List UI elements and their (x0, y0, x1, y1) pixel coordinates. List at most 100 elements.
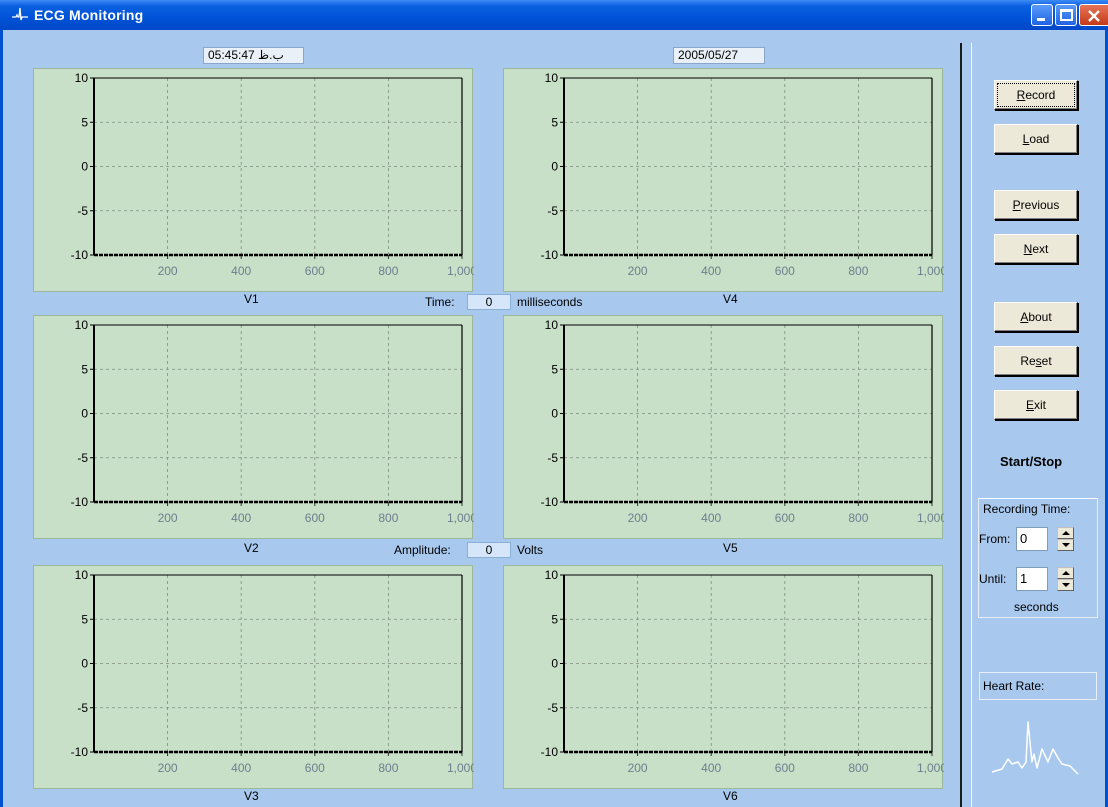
seconds-label: seconds (1014, 600, 1059, 614)
title-bar[interactable]: ECG Monitoring (0, 0, 1108, 30)
chart-v4-svg: 10 5 0 -5 -10 200 400 600 800 1,000 (541, 71, 944, 278)
x-tick-label: 200 (158, 264, 178, 278)
y-tick-label: -5 (77, 701, 88, 715)
x-tick-label: 200 (628, 264, 648, 278)
x-tick-label: 400 (701, 264, 721, 278)
y-tick-label: -5 (547, 204, 558, 218)
from-spinner[interactable] (1057, 527, 1074, 551)
from-increment-button[interactable] (1057, 527, 1074, 539)
recording-time-title: Recording Time: (983, 502, 1071, 516)
chart-v3-svg: 10 5 0 -5 -10 200 400 600 800 1,000 (71, 568, 474, 775)
x-tick-label: 400 (231, 761, 251, 775)
arrow-down-icon (1062, 543, 1070, 547)
until-label: Until: (979, 572, 1007, 586)
ecg-app-icon (12, 7, 28, 21)
record-button[interactable]: Record (994, 80, 1078, 110)
x-tick-label: 800 (378, 264, 398, 278)
time-display: 05:45:47 ب.ظ (203, 47, 304, 64)
minimize-button[interactable] (1031, 4, 1053, 26)
control-panel (971, 43, 1100, 807)
x-tick-label: 600 (775, 511, 795, 525)
chart-v5-svg: 10 5 0 -5 -10 200 400 600 800 1,000 (541, 318, 944, 525)
from-label: From: (979, 532, 1011, 546)
about-button[interactable]: About (994, 302, 1078, 332)
time-value: 0 (467, 294, 511, 310)
chart-v6-label: V6 (723, 789, 738, 803)
exit-button[interactable]: Exit (994, 390, 1078, 420)
x-tick-label: 1,000 (447, 264, 474, 278)
y-tick-label: 0 (81, 160, 88, 174)
y-tick-label: 10 (75, 568, 89, 582)
x-tick-label: 600 (305, 264, 325, 278)
x-tick-label: 600 (775, 761, 795, 775)
previous-button[interactable]: Previous (994, 190, 1078, 220)
y-tick-label: -5 (547, 451, 558, 465)
y-tick-label: 5 (81, 115, 88, 129)
x-tick-label: 800 (848, 264, 868, 278)
date-display: 2005/05/27 (673, 47, 765, 64)
arrow-down-icon (1062, 583, 1070, 587)
chart-v3-label: V3 (244, 789, 259, 803)
chart-v4-label: V4 (723, 292, 738, 306)
chart-v6-svg: 10 5 0 -5 -10 200 400 600 800 1,000 (541, 568, 944, 775)
panel-divider (960, 43, 962, 807)
y-tick-label: 10 (545, 71, 559, 85)
y-tick-label: 0 (551, 407, 558, 421)
time-label: Time: (425, 295, 455, 309)
amplitude-label: Amplitude: (394, 543, 451, 557)
x-tick-label: 800 (848, 761, 868, 775)
x-tick-label: 800 (378, 511, 398, 525)
chart-v2-label: V2 (244, 541, 259, 555)
y-tick-label: 10 (75, 318, 89, 332)
from-decrement-button[interactable] (1057, 539, 1074, 551)
y-tick-label: -10 (541, 745, 559, 759)
y-tick-label: 0 (81, 657, 88, 671)
y-tick-label: -10 (541, 495, 559, 509)
x-tick-label: 200 (158, 511, 178, 525)
y-tick-label: 5 (81, 612, 88, 626)
until-increment-button[interactable] (1057, 567, 1074, 579)
x-tick-label: 400 (231, 511, 251, 525)
maximize-button[interactable] (1055, 4, 1077, 26)
y-tick-label: -10 (71, 495, 89, 509)
x-tick-label: 1,000 (917, 511, 944, 525)
x-tick-label: 600 (775, 264, 795, 278)
until-input[interactable]: 1 (1016, 567, 1048, 591)
heart-rate-display: Heart Rate: (979, 672, 1097, 700)
x-tick-label: 400 (701, 511, 721, 525)
x-tick-label: 800 (378, 761, 398, 775)
chart-v5-label: V5 (723, 541, 738, 555)
y-tick-label: 10 (75, 71, 89, 85)
arrow-up-icon (1062, 531, 1070, 535)
y-tick-label: 10 (545, 568, 559, 582)
y-tick-label: -5 (77, 204, 88, 218)
heartbeat-icon (991, 721, 1079, 775)
chart-v4: 10 5 0 -5 -10 200 400 600 800 1,000 (503, 68, 944, 292)
close-button[interactable] (1079, 4, 1108, 26)
until-decrement-button[interactable] (1057, 579, 1074, 591)
x-tick-label: 1,000 (917, 761, 944, 775)
chart-v2: 10 5 0 -5 -10 200 400 600 800 1,000 (33, 315, 474, 539)
chart-v1: 10 5 0 -5 -10 200 400 600 800 1,000 (33, 68, 474, 292)
y-tick-label: -5 (77, 451, 88, 465)
chart-v2-svg: 10 5 0 -5 -10 200 400 600 800 1,000 (71, 318, 474, 525)
start-stop-label[interactable]: Start/Stop (1000, 454, 1063, 469)
x-tick-label: 1,000 (917, 264, 944, 278)
y-tick-label: 5 (551, 362, 558, 376)
load-button[interactable]: Load (994, 124, 1078, 154)
until-spinner[interactable] (1057, 567, 1074, 591)
window-title: ECG Monitoring (34, 7, 144, 23)
chart-v6: 10 5 0 -5 -10 200 400 600 800 1,000 (503, 565, 944, 789)
y-tick-label: -10 (71, 248, 89, 262)
y-tick-label: -10 (541, 248, 559, 262)
next-button[interactable]: Next (994, 234, 1078, 264)
amplitude-unit: Volts (517, 543, 544, 557)
x-tick-label: 200 (158, 761, 178, 775)
reset-button[interactable]: Reset (994, 346, 1078, 376)
y-tick-label: 5 (551, 612, 558, 626)
time-unit: milliseconds (517, 295, 583, 309)
minimize-icon (1037, 18, 1045, 21)
chart-v1-label: V1 (244, 292, 259, 306)
from-input[interactable]: 0 (1016, 527, 1048, 551)
x-tick-label: 600 (305, 761, 325, 775)
